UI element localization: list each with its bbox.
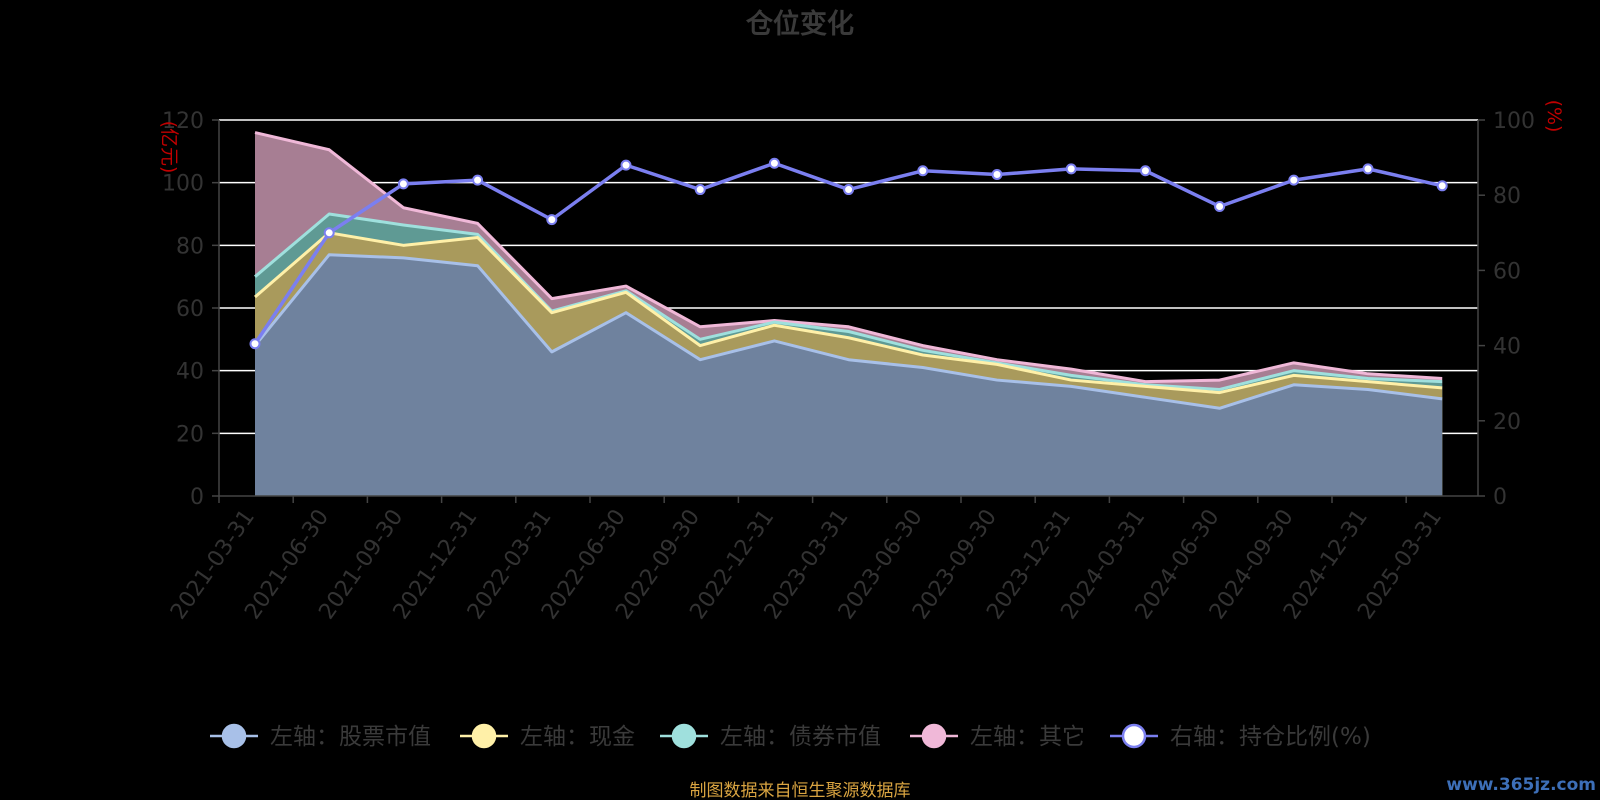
legend-label: 左轴：债券市值 <box>720 724 881 750</box>
legend-marker <box>1121 723 1147 749</box>
legend-label: 右轴：持仓比例(%) <box>1170 724 1371 750</box>
data-point[interactable] <box>472 174 484 186</box>
right-tick-label: 0 <box>1493 485 1507 510</box>
left-tick-label: 40 <box>176 360 204 385</box>
area-line <box>254 131 1443 384</box>
data-point[interactable] <box>843 184 855 196</box>
right-tick-label: 60 <box>1493 259 1521 284</box>
data-point[interactable] <box>1288 174 1300 186</box>
right-tick-label: 80 <box>1493 184 1521 209</box>
legend-item[interactable]: 左轴：债券市值 <box>660 723 881 750</box>
data-point[interactable] <box>620 159 632 171</box>
data-point[interactable] <box>1214 200 1226 212</box>
data-point[interactable] <box>917 165 929 177</box>
right-tick-label: 100 <box>1493 109 1535 134</box>
chart-title: 仓位变化 <box>745 8 854 40</box>
data-point[interactable] <box>546 214 558 226</box>
data-point[interactable] <box>694 184 706 196</box>
area-fill <box>255 254 1443 496</box>
area-line <box>254 212 1443 391</box>
data-point[interactable] <box>249 338 261 350</box>
left-tick-label: 0 <box>190 485 204 510</box>
source-note: 制图数据来自恒生聚源数据库 <box>690 781 911 800</box>
data-point[interactable] <box>1362 163 1374 175</box>
right-axis-unit: (%) <box>1543 100 1565 133</box>
legend-item[interactable]: 左轴：其它 <box>910 723 1085 750</box>
legend-item[interactable]: 左轴：股票市值 <box>210 723 431 750</box>
legend-marker <box>671 723 697 749</box>
area-series <box>253 131 1443 497</box>
left-tick-label: 20 <box>176 422 204 447</box>
data-point[interactable] <box>1139 165 1151 177</box>
right-tick-label: 20 <box>1493 410 1521 435</box>
legend-label: 左轴：股票市值 <box>270 724 431 750</box>
data-point[interactable] <box>323 227 335 239</box>
data-point[interactable] <box>397 178 409 190</box>
left-tick-label: 60 <box>176 297 204 322</box>
legend[interactable]: 左轴：股票市值 左轴：现金 左轴：债券市值 左轴：其它 右轴：持仓比例(%) <box>210 723 1371 750</box>
left-tick-label: 100 <box>162 172 204 197</box>
legend-item[interactable]: 左轴：现金 <box>460 723 635 750</box>
legend-label: 左轴：其它 <box>970 724 1085 750</box>
left-tick-label: 80 <box>176 234 204 259</box>
legend-marker <box>471 723 497 749</box>
left-tick-label: 120 <box>162 109 204 134</box>
watermark: www.365jz.com <box>1446 775 1596 795</box>
area-line <box>253 253 1443 410</box>
data-point[interactable] <box>1065 163 1077 175</box>
line-series <box>249 157 1448 350</box>
data-point[interactable] <box>1436 180 1448 192</box>
data-point[interactable] <box>991 169 1003 181</box>
legend-label: 左轴：现金 <box>520 724 635 750</box>
data-point[interactable] <box>768 157 780 169</box>
right-tick-label: 40 <box>1493 335 1521 360</box>
left-axis-unit: (亿元) <box>158 121 180 174</box>
area-line <box>254 231 1443 395</box>
legend-marker <box>221 723 247 749</box>
legend-marker <box>921 723 947 749</box>
legend-item[interactable]: 右轴：持仓比例(%) <box>1110 723 1371 750</box>
